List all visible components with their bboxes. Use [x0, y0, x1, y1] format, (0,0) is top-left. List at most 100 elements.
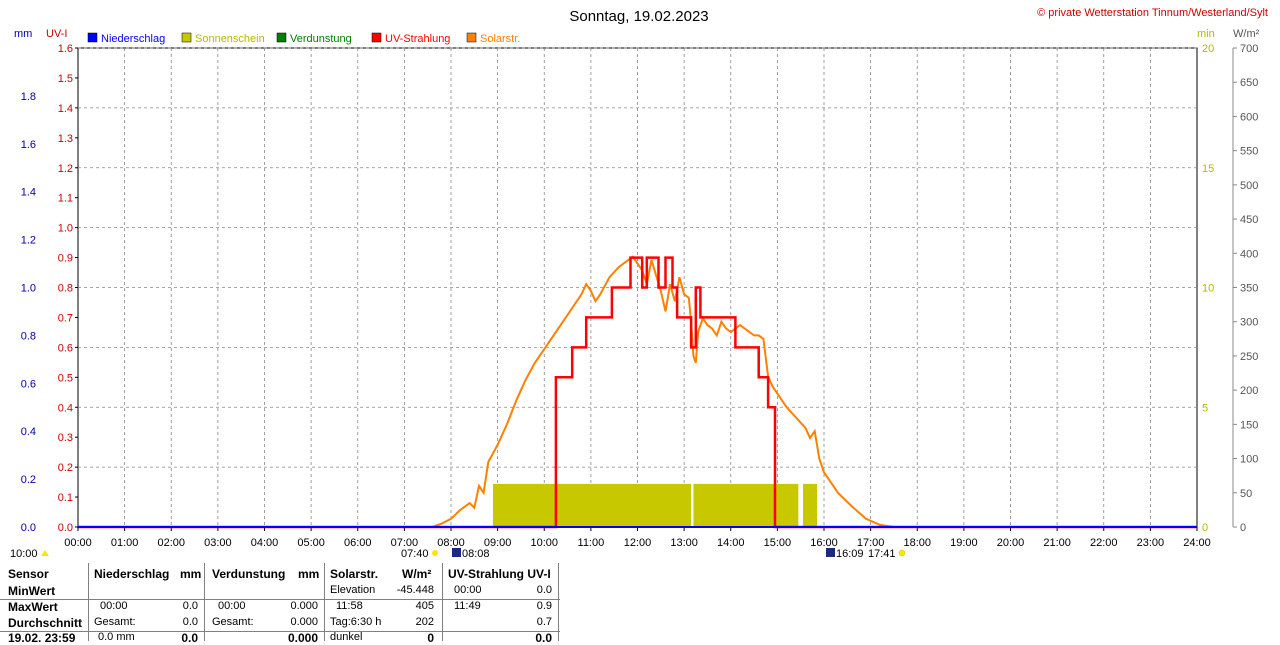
tick-x-5: 05:00: [297, 537, 325, 549]
stats-row-min-label: MinWert: [8, 584, 56, 598]
uv-series-line: [78, 256, 1197, 529]
stats-min-uv-time: 00:00: [454, 584, 482, 596]
tick-x-19: 19:00: [950, 537, 978, 549]
tick-wm2-3: 150: [1240, 419, 1258, 431]
tick-uvi-12: 1.2: [58, 163, 73, 175]
tick-wm2-2: 100: [1240, 454, 1258, 466]
marker-sunrise-civil: 08:08: [462, 548, 490, 560]
tick-wm2-6: 300: [1240, 317, 1258, 329]
tick-x-11: 11:00: [578, 537, 605, 549]
tick-mm-5: 1.0: [21, 283, 36, 295]
civil-dawn-icon: [452, 548, 461, 557]
axis-label-min: min: [1197, 28, 1215, 40]
stats-header-sensor: Sensor: [8, 567, 49, 581]
stats-row-max-label: MaxWert: [8, 600, 58, 614]
tick-x-3: 03:00: [204, 537, 232, 549]
stats-header-solar: Solarstr.: [330, 567, 379, 581]
stats-max-solar-value: 405: [415, 600, 434, 612]
tick-wm2-13: 650: [1240, 77, 1258, 89]
stats-max-uv-time: 11:49: [454, 600, 481, 612]
chart-title: Sonntag, 19.02.2023: [569, 8, 708, 25]
legend-label-2: Verdunstung: [290, 33, 352, 45]
sun-up-icon-left: [41, 550, 49, 556]
marker-sunset: 17:41: [868, 548, 896, 560]
tick-mm-4: 0.8: [21, 330, 36, 342]
tick-x-15: 15:00: [764, 537, 792, 549]
tick-uvi-16: 1.6: [58, 43, 73, 55]
axis-label-wm2: W/m²: [1233, 28, 1260, 40]
right-outer-ticks: 0 50 100 150 200 250 300 350 400 450 500 550 600 650 7…: [1232, 43, 1258, 534]
tick-uvi-10: 1.0: [58, 223, 73, 235]
civil-dusk-icon: [826, 548, 835, 557]
stats-avg-rain-value: 0.0: [182, 616, 198, 628]
stats-avg-evap-label: Gesamt:: [212, 616, 254, 628]
stats-avg-uv-value: 0.7: [536, 616, 552, 628]
legend-swatch-1: [181, 32, 192, 43]
station-credit: © private Wetterstation Tinnum/Westerlan…: [1037, 7, 1268, 19]
legend-label-3: UV-Strahlung: [385, 33, 450, 45]
tick-x-9: 09:00: [484, 537, 512, 549]
tick-x-24: 24:00: [1183, 537, 1211, 549]
tick-x-1: 01:00: [111, 537, 139, 549]
tick-mm-0: 0.0: [21, 522, 36, 534]
stats-max-evap-time: 00:00: [218, 600, 246, 612]
tick-mm-9: 1.8: [21, 91, 36, 103]
tick-wm2-10: 500: [1240, 180, 1258, 192]
tick-wm2-11: 550: [1240, 146, 1258, 158]
stats-header-rain: Niederschlag: [94, 567, 170, 581]
stats-header-uv: UV-Strahlung UV-I: [448, 567, 551, 581]
stats-row-last-label: 19.02. 23:59: [8, 631, 76, 645]
tick-wm2-5: 250: [1240, 351, 1258, 363]
stats-header-solar-unit: W/m²: [402, 567, 432, 581]
stats-header-rain-unit: mm: [180, 567, 202, 581]
tick-mm-6: 1.2: [21, 235, 36, 247]
tick-x-10: 10:00: [530, 537, 558, 549]
tick-uvi-14: 1.4: [58, 103, 73, 115]
tick-uvi-13: 1.3: [58, 133, 73, 145]
tick-uvi-6: 0.6: [58, 342, 73, 354]
stats-row-avg-label: Durchschnitt: [8, 616, 83, 630]
tick-uvi-0: 0.0: [58, 522, 73, 534]
stats-min-uv-value: 0.0: [536, 584, 552, 596]
tick-wm2-1: 50: [1240, 488, 1252, 500]
tick-min-3: 15: [1202, 163, 1214, 175]
tick-x-17: 17:00: [857, 537, 885, 549]
tick-wm2-12: 600: [1240, 111, 1258, 123]
tick-mm-2: 0.4: [21, 426, 36, 438]
tick-uvi-2: 0.2: [58, 462, 73, 474]
legend: Niederschlag Sonnenschein Verdunstung UV-St…: [87, 32, 520, 45]
right-inner-ticks: 0 5 10 15 20: [1202, 43, 1214, 534]
stats-max-evap-value: 0.000: [290, 600, 318, 612]
tick-wm2-0: 0: [1240, 522, 1246, 534]
tick-uvi-5: 0.5: [58, 372, 73, 384]
stats-header-evap-unit: mm: [298, 567, 320, 581]
legend-swatch-3: [371, 32, 382, 43]
left-inner-ticks: 0.0 0.1 0.2 0.3 0.4 0.5 0.6 0.7 0.8 0.9 1.0 1.1 1.2 1…: [58, 43, 78, 534]
tick-uvi-9: 0.9: [58, 253, 73, 265]
sunshine-bar-0: [492, 483, 692, 527]
tick-wm2-7: 350: [1240, 283, 1258, 295]
tick-wm2-4: 200: [1240, 385, 1258, 397]
weather-chart: Sonntag, 19.02.2023 © private Wetterstat…: [10, 7, 1268, 560]
tick-min-2: 10: [1202, 283, 1214, 295]
statistics-table: Sensor Niederschlag mm Verdunstung mm So…: [0, 563, 600, 645]
stats-avg-evap-value: 0.000: [290, 616, 318, 628]
tick-wm2-14: 700: [1240, 43, 1258, 55]
stats-max-rain-time: 00:00: [100, 600, 128, 612]
sunset-icon: [898, 549, 906, 557]
stats-min-solar-value: -45.448: [396, 584, 434, 596]
tick-x-22: 22:00: [1090, 537, 1118, 549]
stats-avg-rain-label: Gesamt:: [94, 616, 136, 628]
marker-left-time: 10:00: [10, 548, 38, 560]
stats-avg-solar-value: 202: [415, 616, 434, 628]
tick-mm-8: 1.6: [21, 139, 36, 151]
legend-label-0: Niederschlag: [101, 33, 165, 45]
legend-label-1: Sonnenschein: [195, 33, 265, 45]
tick-x-7: 07:00: [391, 537, 419, 549]
stats-min-solar-label: Elevation: [330, 584, 376, 596]
tick-uvi-3: 0.3: [58, 432, 73, 444]
stats-last-evap-value: 0.000: [287, 631, 318, 645]
stats-header-evap: Verdunstung: [212, 567, 286, 581]
stats-max-rain-value: 0.0: [182, 600, 198, 612]
tick-x-4: 04:00: [251, 537, 279, 549]
